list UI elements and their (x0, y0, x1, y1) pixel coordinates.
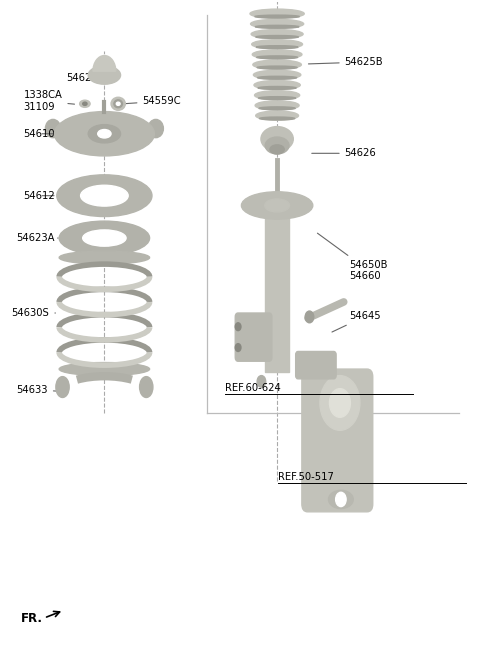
Text: 54626: 54626 (312, 148, 376, 158)
Ellipse shape (328, 490, 353, 508)
Text: 54559C: 54559C (117, 96, 181, 106)
Ellipse shape (253, 70, 301, 79)
Ellipse shape (255, 101, 299, 110)
Polygon shape (265, 205, 289, 373)
Ellipse shape (251, 19, 304, 28)
Circle shape (336, 492, 346, 506)
Text: 54623A: 54623A (16, 233, 58, 243)
Ellipse shape (257, 66, 297, 69)
Ellipse shape (46, 119, 60, 138)
Ellipse shape (257, 56, 298, 59)
Ellipse shape (54, 112, 155, 156)
Text: 54630S: 54630S (12, 308, 56, 318)
Ellipse shape (83, 102, 87, 106)
Text: 54650B
54660: 54650B 54660 (317, 233, 388, 281)
Text: 54633: 54633 (16, 385, 58, 395)
Ellipse shape (59, 251, 150, 264)
Ellipse shape (80, 100, 90, 108)
Ellipse shape (259, 96, 296, 100)
FancyBboxPatch shape (296, 352, 336, 379)
Ellipse shape (111, 97, 125, 110)
Ellipse shape (255, 26, 299, 28)
Ellipse shape (252, 50, 302, 59)
Ellipse shape (270, 145, 284, 154)
Text: 54610: 54610 (24, 129, 55, 139)
Ellipse shape (305, 311, 314, 323)
Text: 1338CA
31109: 1338CA 31109 (24, 91, 74, 112)
Ellipse shape (83, 230, 126, 246)
Text: 54612: 54612 (24, 191, 55, 201)
Ellipse shape (265, 137, 289, 154)
Circle shape (235, 323, 241, 331)
Ellipse shape (98, 129, 111, 138)
Circle shape (329, 388, 350, 417)
Ellipse shape (148, 119, 163, 138)
Ellipse shape (261, 127, 293, 152)
Circle shape (257, 376, 266, 387)
Text: REF.60-624: REF.60-624 (225, 383, 280, 393)
FancyBboxPatch shape (235, 313, 272, 361)
FancyBboxPatch shape (302, 369, 373, 512)
Ellipse shape (57, 174, 152, 216)
Text: 54625B: 54625B (309, 57, 384, 67)
Wedge shape (93, 56, 116, 72)
Ellipse shape (241, 192, 313, 219)
Ellipse shape (81, 185, 128, 206)
Ellipse shape (253, 60, 301, 70)
Ellipse shape (116, 102, 120, 106)
Ellipse shape (56, 377, 69, 398)
Ellipse shape (252, 40, 302, 49)
Text: REF.50-517: REF.50-517 (278, 472, 334, 482)
Ellipse shape (255, 15, 300, 18)
Ellipse shape (254, 81, 300, 90)
Ellipse shape (259, 107, 295, 110)
Circle shape (320, 376, 360, 430)
Ellipse shape (254, 91, 300, 100)
Ellipse shape (256, 46, 298, 49)
Ellipse shape (260, 117, 295, 120)
Ellipse shape (256, 111, 299, 120)
Ellipse shape (140, 377, 153, 398)
Text: 54645: 54645 (332, 311, 381, 332)
Ellipse shape (251, 30, 303, 39)
Ellipse shape (258, 87, 296, 89)
Ellipse shape (88, 125, 120, 143)
Ellipse shape (59, 221, 150, 255)
Text: FR.: FR. (21, 611, 43, 625)
Ellipse shape (59, 363, 150, 376)
Text: 54627B: 54627B (66, 73, 105, 83)
Ellipse shape (250, 9, 304, 18)
Circle shape (235, 344, 241, 352)
Ellipse shape (258, 76, 297, 79)
Ellipse shape (88, 66, 120, 84)
Ellipse shape (256, 35, 299, 38)
Ellipse shape (114, 100, 122, 108)
Ellipse shape (265, 199, 289, 212)
